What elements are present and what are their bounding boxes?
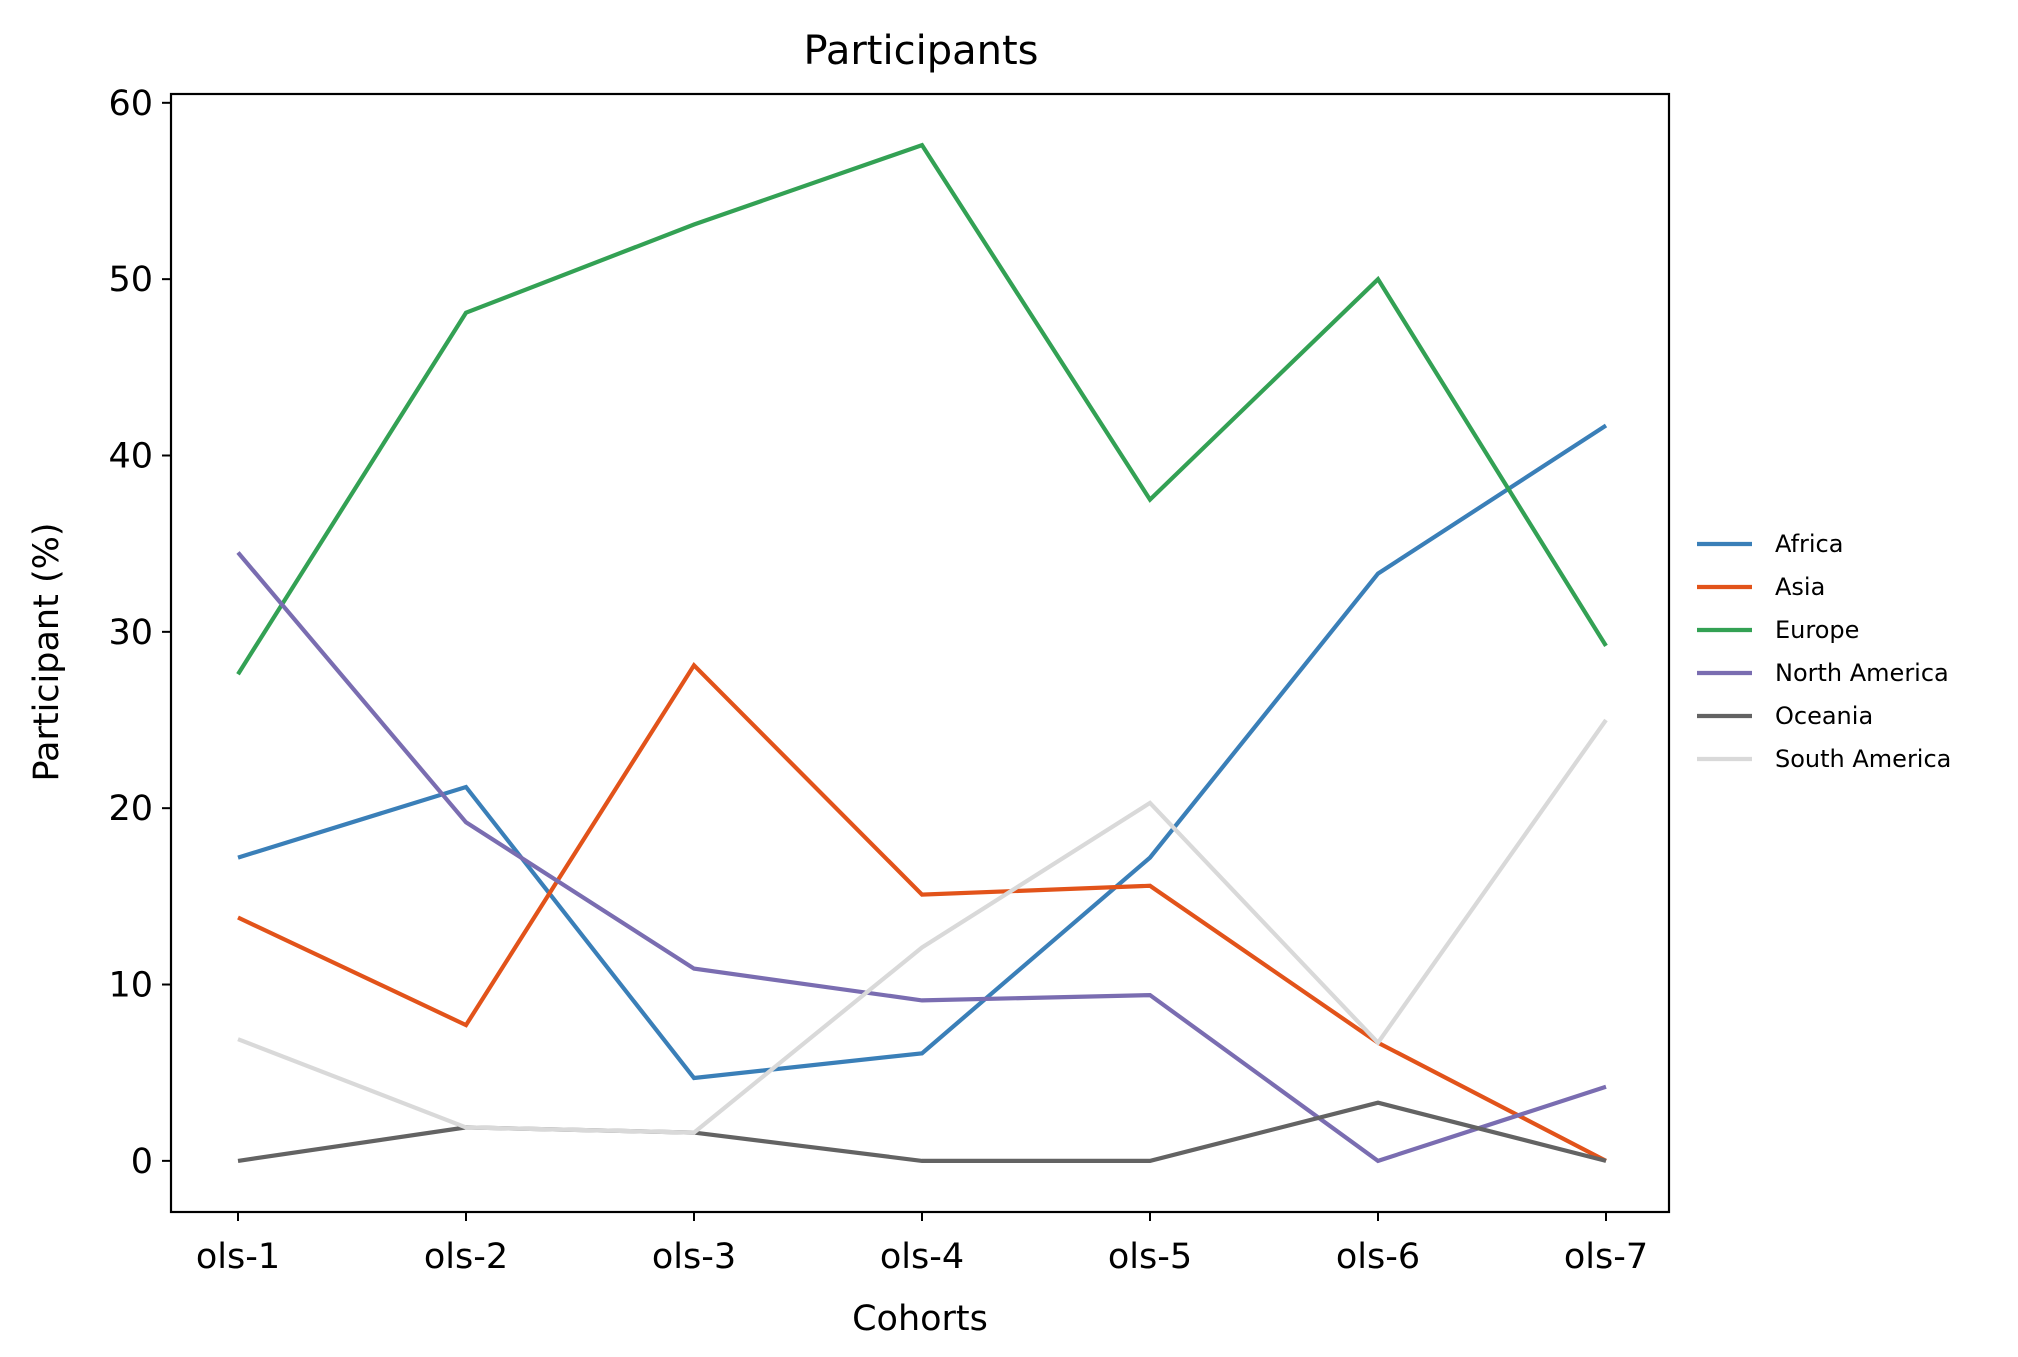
y-tick-label: 50 [108,260,153,300]
series-line-europe [236,142,1608,676]
x-tick-label: ols-4 [880,1237,964,1277]
y-axis: 0 10 20 30 40 50 60 [108,84,171,1182]
legend-item-europe: Europe [1697,616,1859,644]
legend-item-north-america: North America [1697,659,1949,687]
legend-label: South America [1775,745,1951,773]
y-tick-label: 10 [108,966,153,1006]
y-tick-label: 40 [108,436,153,476]
legend-label: Africa [1775,530,1843,558]
series-lines [236,142,1608,1164]
chart-title: Participants [804,28,1039,74]
legend: Africa Asia Europe North America Oceania Sout… [1697,530,1951,773]
y-axis-label: Participant (%) [27,522,67,781]
plot-frame [169,92,1671,1214]
legend-item-asia: Asia [1697,573,1825,601]
series-line-africa [237,423,1608,1081]
legend-label: Asia [1775,573,1825,601]
series-line-north-america [236,551,1607,1164]
x-tick-label: ols-2 [424,1237,508,1277]
y-tick-label: 0 [131,1142,153,1182]
plot-area [169,92,1671,1214]
legend-label: Europe [1775,616,1859,644]
x-axis-label: Cohorts [852,1299,988,1339]
series-line-asia [237,661,1607,1163]
legend-item-oceania: Oceania [1697,702,1873,730]
x-tick-label: ols-6 [1336,1237,1420,1277]
legend-label: Oceania [1775,702,1873,730]
legend-item-south-america: South America [1697,745,1951,773]
x-axis: ols-1 ols-2 ols-3 ols-4 ols-5 ols-6 ols-7 [196,1212,1648,1277]
x-tick-label: ols-1 [196,1237,280,1277]
x-tick-label: ols-3 [652,1237,736,1277]
x-tick-label: ols-7 [1564,1237,1648,1277]
x-tick-label: ols-5 [1108,1237,1192,1277]
y-tick-label: 20 [108,789,153,829]
series-line-south-america [237,718,1608,1135]
legend-item-africa: Africa [1697,530,1843,558]
legend-label: North America [1775,659,1949,687]
y-tick-label: 60 [108,84,153,124]
y-tick-label: 30 [108,613,153,653]
